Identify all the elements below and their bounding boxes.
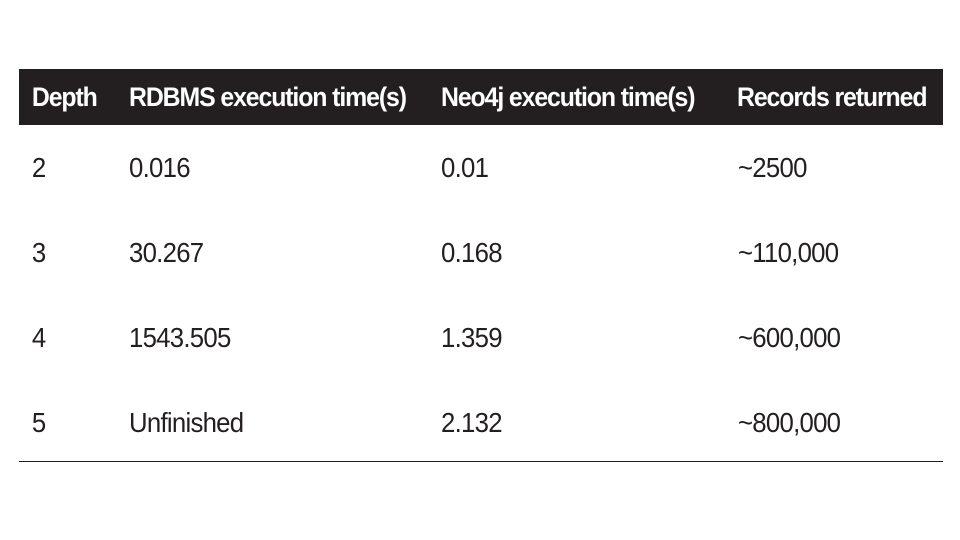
cell-neo4j-time: 1.359 bbox=[441, 321, 503, 353]
header-rdbms-time: RDBMS execution time(s) bbox=[128, 81, 407, 112]
cell-rdbms-time: 30.267 bbox=[129, 236, 204, 268]
cell-neo4j-time: 2.132 bbox=[441, 406, 503, 438]
cell-records-returned: ~600,000 bbox=[738, 321, 841, 353]
cell-depth: 3 bbox=[31, 236, 46, 268]
header-depth: Depth bbox=[31, 81, 98, 112]
cell-records-returned: ~2500 bbox=[738, 151, 807, 183]
table-row: 4 1543.505 1.359 ~600,000 bbox=[19, 295, 943, 380]
table-row: 5 Unfinished 2.132 ~800,000 bbox=[19, 380, 943, 465]
cell-depth: 2 bbox=[31, 151, 46, 183]
comparison-table: Depth RDBMS execution time(s) Neo4j exec… bbox=[19, 69, 943, 462]
cell-records-returned: ~800,000 bbox=[738, 406, 841, 438]
header-records-returned: Records returned bbox=[737, 81, 927, 112]
cell-neo4j-time: 0.01 bbox=[441, 151, 489, 183]
cell-depth: 4 bbox=[31, 321, 46, 353]
table-row: 3 30.267 0.168 ~110,000 bbox=[19, 210, 943, 295]
cell-rdbms-time: 0.016 bbox=[129, 151, 191, 183]
cell-records-returned: ~110,000 bbox=[738, 236, 839, 268]
table-row: 2 0.016 0.01 ~2500 bbox=[19, 125, 943, 210]
header-neo4j-time: Neo4j execution time(s) bbox=[440, 81, 696, 112]
cell-rdbms-time: 1543.505 bbox=[129, 321, 231, 353]
cell-depth: 5 bbox=[31, 406, 46, 438]
table-bottom-rule bbox=[19, 461, 943, 462]
table-header-row: Depth RDBMS execution time(s) Neo4j exec… bbox=[19, 69, 943, 125]
cell-neo4j-time: 0.168 bbox=[441, 236, 503, 268]
cell-rdbms-time: Unfinished bbox=[129, 406, 244, 438]
